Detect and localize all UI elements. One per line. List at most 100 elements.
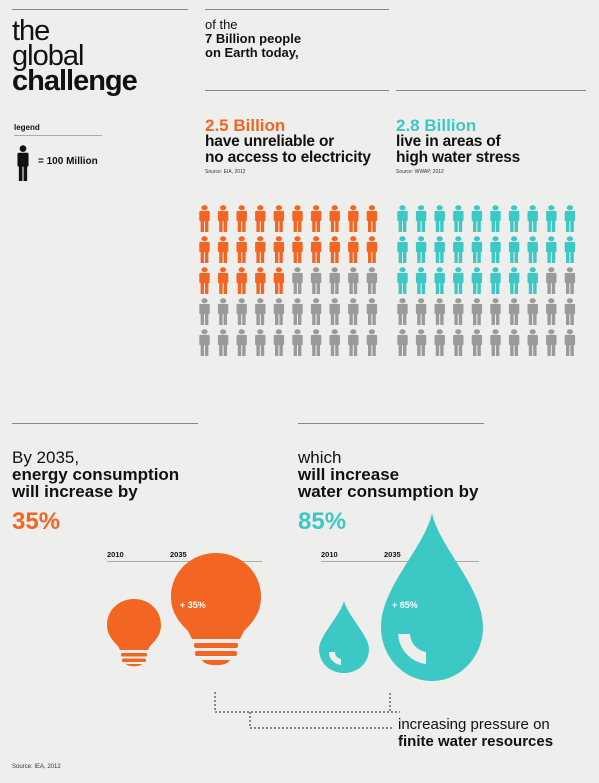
person-icon (236, 236, 247, 263)
lightbulb-icon-2035 (171, 553, 261, 666)
electricity-source: Source: EIA, 2012 (205, 169, 246, 175)
person-icon (471, 205, 483, 232)
energy-increase-label: + 35% (180, 600, 206, 610)
person-icon (546, 267, 557, 294)
person-icon (508, 298, 520, 325)
title-line-1: the (12, 15, 50, 47)
person-icon (310, 267, 322, 294)
stat-left-rule (205, 90, 389, 91)
top-right-rule (205, 9, 389, 10)
person-icon (255, 267, 266, 294)
person-icon (310, 236, 322, 263)
person-icon (236, 205, 247, 232)
intro-line-3: on Earth today, (205, 45, 299, 60)
person-icon (310, 329, 322, 356)
energy-line-2: energy consumption (12, 465, 180, 484)
person-icon (490, 267, 501, 294)
footer-source: Source: IEA, 2012 (12, 764, 61, 770)
person-icon (527, 236, 538, 263)
water-section-line-1: which (298, 448, 342, 467)
person-icon (490, 236, 501, 263)
person-icon (397, 298, 408, 325)
person-icon (415, 236, 427, 263)
person-icon (471, 267, 483, 294)
person-icon (564, 236, 576, 263)
person-icon (348, 267, 359, 294)
person-icon (366, 267, 378, 294)
water-section-line-2: will increase (298, 465, 400, 484)
water-source: Source: WWAP, 2012 (396, 169, 444, 175)
bracket-connector (214, 692, 400, 729)
electricity-line-2: no access to electricity (205, 149, 371, 166)
person-icon (564, 298, 576, 325)
person-icon (255, 205, 266, 232)
top-left-rule (12, 9, 188, 10)
title-line-2: global (12, 40, 84, 72)
person-icon (236, 329, 247, 356)
person-icon (292, 205, 303, 232)
person-icon (434, 205, 445, 232)
person-icon (236, 267, 247, 294)
person-icon (564, 267, 576, 294)
intro-line-1: of the (205, 17, 238, 32)
water-year-2035: 2035 (384, 550, 401, 559)
person-icon (217, 236, 229, 263)
water-percent: 85% (298, 508, 347, 535)
person-icon (199, 298, 210, 325)
person-icon (329, 205, 340, 232)
person-icon (453, 267, 464, 294)
person-icon (471, 298, 483, 325)
energy-year-2035: 2035 (170, 550, 187, 559)
person-icon (415, 267, 427, 294)
person-icon (273, 298, 285, 325)
person-icon (453, 205, 464, 232)
person-icon (255, 236, 266, 263)
energy-line-1: By 2035, (12, 448, 80, 467)
person-icon (348, 329, 359, 356)
person-icon (310, 298, 322, 325)
water-drop-icon-2035 (381, 513, 483, 681)
energy-rule (12, 423, 198, 424)
footer-line-2: finite water resources (398, 733, 554, 750)
person-icon (397, 267, 408, 294)
water-section-line-3: water consumption by (298, 482, 479, 501)
person-icon (199, 267, 210, 294)
person-icon (348, 205, 359, 232)
person-icon (292, 236, 303, 263)
person-icon (490, 298, 501, 325)
person-icon (415, 329, 427, 356)
people-grid (199, 205, 576, 356)
person-icon (508, 267, 520, 294)
person-icon (471, 329, 483, 356)
energy-year-rule (107, 561, 262, 562)
person-icon (292, 298, 303, 325)
person-icon (490, 329, 501, 356)
person-icon (508, 236, 520, 263)
electricity-number: 2.5 Billion (205, 116, 286, 135)
intro-line-2: 7 Billion people (205, 31, 302, 46)
person-icon (329, 236, 340, 263)
person-icon (490, 205, 501, 232)
person-icon (199, 205, 210, 232)
person-icon (564, 205, 576, 232)
person-icon (273, 205, 285, 232)
person-icon (564, 329, 576, 356)
person-icon (471, 236, 483, 263)
title-line-3: challenge (12, 65, 138, 97)
person-icon (366, 329, 378, 356)
lightbulb-icon-2010 (107, 599, 161, 667)
person-icon (348, 236, 359, 263)
stat-right-rule (396, 90, 586, 91)
person-icon (546, 205, 557, 232)
person-icon (397, 329, 408, 356)
person-icon (217, 298, 229, 325)
person-icon (348, 298, 359, 325)
person-icon (199, 329, 210, 356)
person-icon (310, 205, 322, 232)
water-drop-icon-2010 (319, 601, 369, 673)
person-icon (255, 329, 266, 356)
person-icon (546, 298, 557, 325)
person-icon (329, 298, 340, 325)
person-icon (329, 267, 340, 294)
person-icon (508, 205, 520, 232)
